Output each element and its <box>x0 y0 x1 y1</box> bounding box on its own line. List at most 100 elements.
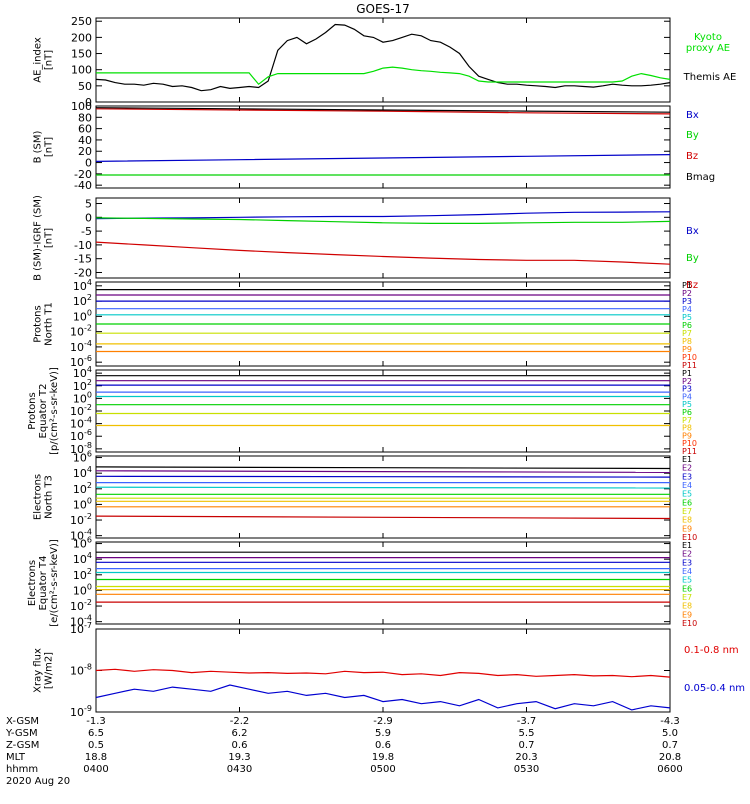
y-axis-label: B (SM) <box>33 130 44 163</box>
panel-frame <box>95 541 671 625</box>
legend-E9: E9 <box>682 524 692 533</box>
y-tick-label: 0 <box>85 96 92 109</box>
legend-E3: E3 <box>682 558 692 567</box>
y-axis-label: [p/(cm²-s-sr-keV)] <box>49 367 60 455</box>
orbit-row-label: Y-GSM <box>5 728 38 739</box>
legend-E10: E10 <box>682 619 697 628</box>
y-tick-label: 104 <box>73 551 92 566</box>
legend-E1: E1 <box>682 541 692 550</box>
legend-P5: P5 <box>682 313 692 322</box>
y-axis-label: Equator T2 <box>38 384 49 439</box>
legend-P2: P2 <box>682 289 692 298</box>
y-tick-label: 106 <box>73 450 92 465</box>
orbit-row-value: -2.9 <box>373 716 393 727</box>
y-tick-label: 102 <box>73 293 92 308</box>
series-line-0.05-0.4-nm <box>95 684 671 711</box>
y-tick-label: 10-7 <box>70 621 92 636</box>
y-tick-label: 40 <box>78 134 92 147</box>
panel-frame <box>95 369 671 453</box>
legend-P3: P3 <box>682 385 692 394</box>
y-tick-label: 100 <box>71 100 92 113</box>
y-axis-label: Xray flux <box>33 648 44 693</box>
y-axis-label: Electrons <box>33 474 44 520</box>
y-tick-label: 250 <box>71 15 92 28</box>
legend-E7: E7 <box>682 507 692 516</box>
orbit-row-label: hhmm <box>6 764 38 775</box>
orbit-row-value: 6.5 <box>88 728 104 739</box>
orbit-row-value: -1.3 <box>86 716 106 727</box>
panel-bdiff: -20-15-10-505 B (SM)-IGRF (SM) [nT] Bx By Bz <box>33 195 699 291</box>
legend-P8: P8 <box>682 337 692 346</box>
y-axis-label: Protons <box>33 305 44 342</box>
orbit-row-label: Z-GSM <box>6 740 39 751</box>
series-line-Kyoto-proxy-AE <box>96 66 671 86</box>
y-tick-label: 10-4 <box>70 528 92 543</box>
series-line-Themis-AE <box>95 23 671 92</box>
y-tick-label: -10 <box>74 239 92 252</box>
panel-frame <box>95 628 671 713</box>
y-tick-label: 20 <box>78 145 92 158</box>
orbit-row-value: 0430 <box>227 764 252 775</box>
orbit-row-value: 0530 <box>514 764 539 775</box>
y-tick-label: 5 <box>85 198 92 211</box>
orbit-row-value: 19.3 <box>228 752 250 763</box>
series-line-Bmag <box>95 107 671 113</box>
y-tick-label: 200 <box>71 31 92 44</box>
y-tick-label: 10-8 <box>70 663 92 678</box>
y-tick-label: 10-2 <box>70 598 92 613</box>
orbit-row-value: -4.3 <box>660 716 680 727</box>
y-tick-label: 10-4 <box>70 416 92 431</box>
legend-P7: P7 <box>682 329 692 338</box>
y-axis-label: [nT] <box>44 228 55 248</box>
legend-P5: P5 <box>682 400 692 409</box>
y-tick-label: 10-2 <box>70 403 92 418</box>
legend-P11: P11 <box>682 447 697 456</box>
y-axis-label: Protons <box>27 392 38 429</box>
y-axis-label: B (SM)-IGRF (SM) <box>33 195 44 281</box>
legend-E3: E3 <box>682 472 692 481</box>
orbit-row-label: MLT <box>6 752 26 763</box>
legend-E5: E5 <box>682 490 692 499</box>
y-tick-label: 50 <box>78 80 92 93</box>
orbit-row-value: 0400 <box>83 764 108 775</box>
legend-P4: P4 <box>682 305 692 314</box>
y-axis-label: Equator T4 <box>38 556 49 611</box>
panel-frame <box>95 17 671 103</box>
y-tick-label: 10-4 <box>70 339 92 354</box>
series-line-Bz <box>95 241 671 265</box>
legend-E8: E8 <box>682 516 692 525</box>
legend-P10: P10 <box>682 353 697 362</box>
orbit-row-value: 20.8 <box>659 752 681 763</box>
orbit-row-value: 19.8 <box>372 752 394 763</box>
legend-themis: Themis AE <box>683 72 737 83</box>
y-tick-label: 100 <box>71 64 92 77</box>
panel-xray: 10-9 10-8 10-7 Xray flux [W/m2] 0.1-0.8 nm 0.0… <box>33 621 746 719</box>
legend-E7: E7 <box>682 593 692 602</box>
y-tick-label: 102 <box>73 481 92 496</box>
legend-P11: P11 <box>682 361 697 370</box>
orbit-row-label: X-GSM <box>6 716 39 727</box>
y-tick-label: -20 <box>74 266 92 279</box>
orbit-row-value: 0.7 <box>519 740 535 751</box>
y-tick-label: 10-4 <box>70 614 92 629</box>
legend-By: By <box>686 253 699 264</box>
orbit-row-value: -2.2 <box>230 716 250 727</box>
y-tick-label: 104 <box>73 365 92 380</box>
series-line-Bz <box>95 108 671 115</box>
y-tick-label: 100 <box>73 496 92 511</box>
orbit-row-value: 5.9 <box>375 728 391 739</box>
y-tick-label: 10-8 <box>70 441 92 456</box>
orbit-row-value: 6.2 <box>232 728 248 739</box>
y-tick-label: 104 <box>73 278 92 293</box>
y-tick-label: -20 <box>74 168 92 181</box>
y-axis-label: North T1 <box>44 302 55 346</box>
orbit-row-value: 5.5 <box>519 728 535 739</box>
y-axis-label: Electrons <box>27 560 38 606</box>
legend-P6: P6 <box>682 408 692 417</box>
legend-P8: P8 <box>682 424 692 433</box>
y-tick-label: -40 <box>74 179 92 192</box>
